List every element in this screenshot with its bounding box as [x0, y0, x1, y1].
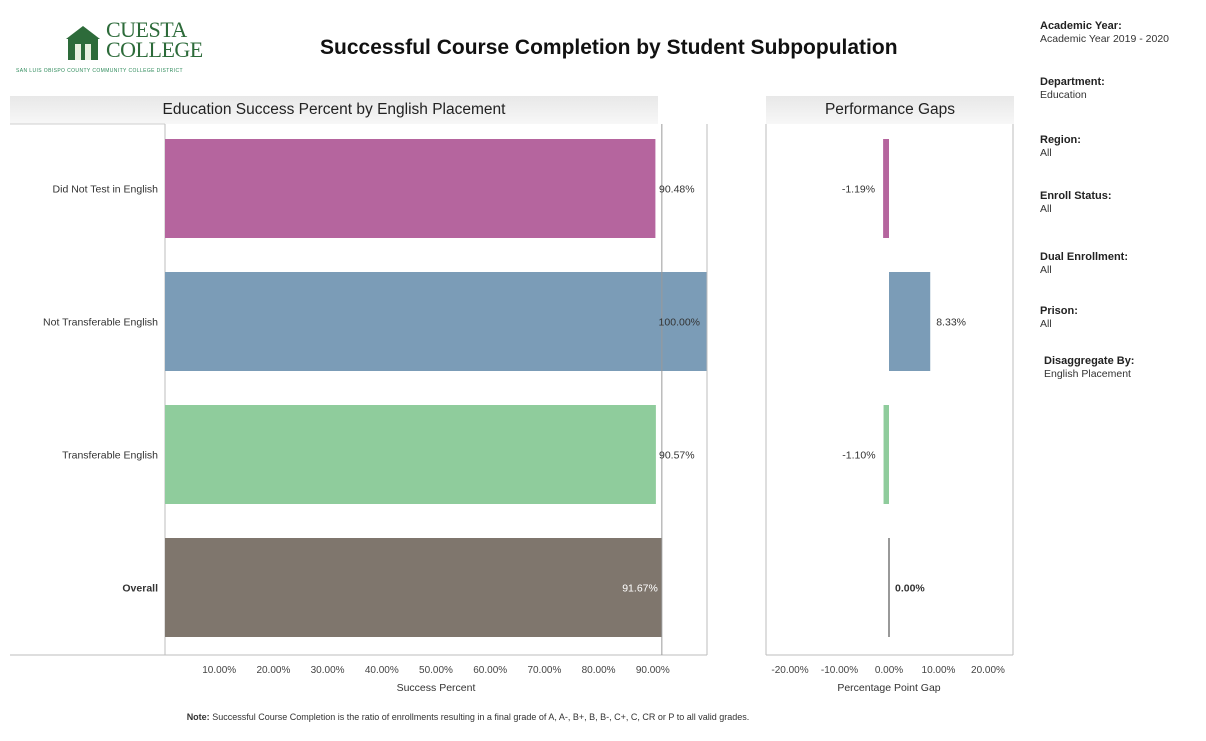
filter-dual-enrollment[interactable]: Dual Enrollment: All	[1040, 251, 1128, 277]
gap-value-label-1: 8.33%	[936, 317, 966, 329]
right-tick-label-4: 20.00%	[971, 665, 1005, 676]
filter-label: Enroll Status:	[1040, 190, 1112, 202]
footnote-label: Note:	[186, 712, 210, 722]
gap-bar-0	[883, 139, 889, 238]
filter-value: All	[1040, 318, 1052, 330]
filter-enroll-status[interactable]: Enroll Status: All	[1040, 190, 1112, 216]
success-bar-2	[165, 405, 656, 504]
right-axis-title: Percentage Point Gap	[837, 682, 940, 694]
left-tick-label-2: 30.00%	[311, 665, 345, 676]
filter-value: All	[1040, 203, 1052, 215]
filter-region[interactable]: Region: All	[1040, 134, 1081, 160]
right-tick-label-2: 0.00%	[875, 665, 903, 676]
logo-tagline: SAN LUIS OBISPO COUNTY COMMUNITY COLLEGE…	[16, 68, 183, 74]
right-tick-label-0: -20.00%	[771, 665, 808, 676]
gap-bar-2	[883, 405, 889, 504]
left-tick-label-0: 10.00%	[202, 665, 236, 676]
gap-bar-1	[889, 272, 931, 371]
left-tick-label-7: 80.00%	[582, 665, 616, 676]
left-chart-title: Education Success Percent by English Pla…	[10, 96, 658, 124]
filter-value: All	[1040, 147, 1052, 159]
left-axis-title: Success Percent	[397, 682, 476, 694]
success-bar-3	[165, 538, 662, 637]
left-tick-label-4: 50.00%	[419, 665, 453, 676]
success-bar-0	[165, 139, 656, 238]
right-chart-title: Performance Gaps	[766, 96, 1014, 124]
college-building-icon	[66, 26, 100, 60]
category-label-3: Overall	[122, 583, 158, 595]
filter-label: Academic Year:	[1040, 20, 1122, 32]
category-label-0: Did Not Test in English	[53, 184, 159, 196]
success-bar-1	[165, 272, 707, 371]
category-label-1: Not Transferable English	[43, 317, 158, 329]
filter-value: Academic Year 2019 - 2020	[1040, 33, 1170, 45]
footnote-text: Successful Course Completion is the rati…	[212, 712, 750, 722]
gap-value-label-3: 0.00%	[895, 583, 925, 595]
filter-label: Disaggregate By:	[1044, 355, 1135, 367]
right-tick-label-3: 10.00%	[922, 665, 956, 676]
left-tick-label-8: 90.00%	[636, 665, 670, 676]
gap-value-label-0: -1.19%	[842, 184, 875, 196]
success-value-label-2: 90.57%	[659, 450, 695, 462]
filter-label: Prison:	[1040, 305, 1078, 317]
filter-value: English Placement	[1044, 368, 1131, 380]
logo-line-1: CUESTA	[106, 17, 187, 42]
right-tick-label-1: -10.00%	[821, 665, 858, 676]
logo-wordmark: CUESTA COLLEGE	[106, 17, 203, 62]
cuesta-college-logo: CUESTA COLLEGE SAN LUIS OBISPO COUNTY CO…	[14, 18, 254, 78]
filter-disaggregate-by[interactable]: Disaggregate By: English Placement	[1044, 355, 1134, 381]
filter-value: Education	[1040, 89, 1087, 101]
success-value-label-0: 90.48%	[659, 184, 695, 196]
filter-label: Region:	[1040, 134, 1081, 146]
filter-academic-year[interactable]: Academic Year: Academic Year 2019 - 2020	[1040, 20, 1169, 46]
filter-label: Dual Enrollment:	[1040, 251, 1129, 263]
filter-department[interactable]: Department: Education	[1040, 76, 1105, 102]
left-tick-label-3: 40.00%	[365, 665, 399, 676]
category-label-2: Transferable English	[62, 450, 158, 462]
footnote: Note: Successful Course Completion is th…	[118, 711, 818, 723]
success-value-label-1: 100.00%	[659, 317, 700, 329]
gap-value-label-2: -1.10%	[842, 450, 875, 462]
logo-line-2: COLLEGE	[106, 37, 203, 62]
filter-label: Department:	[1040, 76, 1105, 88]
page-title: Successful Course Completion by Student …	[320, 36, 898, 59]
left-tick-label-6: 70.00%	[527, 665, 561, 676]
left-tick-label-5: 60.00%	[473, 665, 507, 676]
filter-value: All	[1040, 264, 1052, 276]
success-value-label-3: 91.67%	[622, 583, 658, 595]
filter-prison[interactable]: Prison: All	[1040, 305, 1078, 331]
left-tick-label-1: 20.00%	[256, 665, 290, 676]
